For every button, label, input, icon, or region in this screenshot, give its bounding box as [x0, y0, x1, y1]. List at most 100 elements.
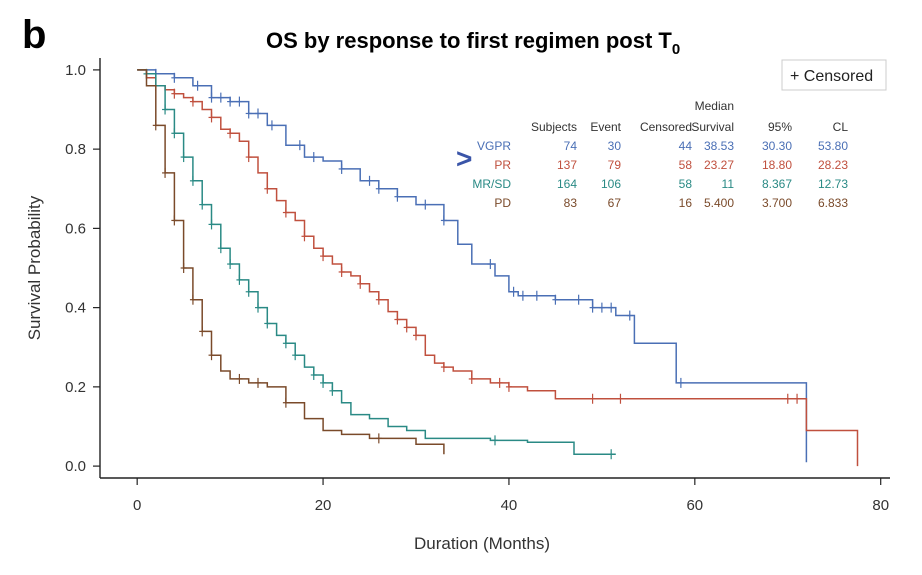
censored-mark [575, 294, 582, 305]
censored-mark [194, 80, 201, 91]
censored-mark [598, 302, 605, 313]
censored-mark [440, 215, 447, 226]
y-tick-label: 0.4 [65, 300, 86, 317]
arrow-mark: > [456, 143, 472, 174]
table-cell: 106 [601, 177, 621, 191]
x-tick-label: 40 [501, 497, 518, 514]
stats-table: Median Subjects Event Censored Survival 95% CL… [472, 99, 848, 210]
censored-mark [282, 397, 289, 408]
censored-mark [440, 362, 447, 373]
censored-mark [208, 219, 215, 230]
km-curve-pr [137, 69, 859, 467]
legend: + Censored [781, 59, 887, 91]
table-header: Censored [640, 120, 692, 134]
y-tick-label: 0.6 [65, 220, 86, 237]
table-cell: 23.27 [704, 158, 734, 172]
table-row-label: VGPR [477, 139, 511, 153]
table-header: Subjects [531, 120, 577, 134]
table-cell: 58 [679, 158, 693, 172]
censored-mark [264, 183, 271, 194]
table-cell: 30 [608, 139, 622, 153]
censored-mark [208, 92, 215, 103]
censored-mark [375, 294, 382, 305]
censored-mark [199, 199, 206, 210]
series-pr [137, 69, 859, 467]
censored-mark [199, 326, 206, 337]
censored-mark [217, 243, 224, 254]
censored-mark [608, 302, 615, 313]
censored-mark [227, 96, 234, 107]
x-tick-label: 0 [133, 497, 141, 514]
censored-mark [310, 152, 317, 163]
table-header: Event [590, 120, 621, 134]
x-axis-label: Duration (Months) [414, 534, 550, 553]
censored-mark [296, 140, 303, 151]
series-vgpr [137, 68, 808, 463]
censored-mark [282, 338, 289, 349]
censored-mark [608, 449, 615, 460]
censored-mark [505, 381, 512, 392]
table-cell: 74 [564, 139, 578, 153]
censored-mark [589, 393, 596, 404]
table-header: Survival [691, 120, 734, 134]
censored-mark [496, 377, 503, 388]
censored-mark [292, 350, 299, 361]
censored-mark [394, 191, 401, 202]
panel-letter: b [22, 13, 46, 57]
table-row-label: PD [494, 196, 511, 210]
table-cell: 137 [557, 158, 577, 172]
chart-title-main: OS by response to first regimen post T [266, 28, 672, 53]
table-cell: 5.400 [704, 196, 734, 210]
table-row-label: MR/SD [472, 177, 511, 191]
censored-mark [152, 120, 159, 131]
table-cell: 67 [608, 196, 622, 210]
y-tick-label: 1.0 [65, 62, 86, 79]
censored-mark [320, 377, 327, 388]
y-tick-label: 0.8 [65, 141, 86, 158]
table-row-label: PR [494, 158, 511, 172]
censored-mark [171, 128, 178, 139]
table-header-top: Median [695, 99, 734, 113]
table-cell: 6.833 [818, 196, 848, 210]
censored-mark [366, 175, 373, 186]
censored-mark [208, 350, 215, 361]
censored-mark [171, 215, 178, 226]
y-tick-label: 0.0 [65, 458, 86, 475]
censored-mark [519, 290, 526, 301]
chart-title: OS by response to first regimen post T0 [266, 28, 680, 58]
censored-mark [310, 369, 317, 380]
series-mr-sd [137, 68, 616, 460]
censored-mark [320, 251, 327, 262]
table-cell: 164 [557, 177, 577, 191]
table-cell: 3.700 [762, 196, 792, 210]
censored-mark [329, 385, 336, 396]
chart-title-subscript: 0 [672, 41, 680, 58]
table-cell: 28.23 [818, 158, 848, 172]
censored-mark [162, 167, 169, 178]
censored-mark [422, 199, 429, 210]
censored-mark [413, 330, 419, 341]
censored-mark [357, 278, 364, 289]
table-cell: 79 [608, 158, 622, 172]
censored-mark [338, 266, 345, 277]
censored-mark [180, 263, 187, 273]
censored-mark [245, 152, 252, 163]
legend-censored-label: + Censored [790, 68, 873, 85]
x-tick-label: 80 [872, 497, 889, 514]
censored-mark [264, 318, 271, 329]
censored-mark [487, 259, 494, 270]
table-cell: 83 [564, 196, 578, 210]
km-curve-pd [137, 69, 445, 455]
censored-mark [617, 393, 624, 404]
table-cell: 18.80 [762, 158, 792, 172]
y-axis-label: Survival Probability [25, 195, 44, 340]
legend-box [781, 59, 887, 91]
table-cell: 58 [679, 177, 693, 191]
censored-mark [189, 294, 196, 305]
table-cell: 38.53 [704, 139, 734, 153]
censored-mark [171, 72, 178, 83]
censored-mark [510, 286, 517, 297]
censored-mark [394, 314, 401, 325]
censored-mark [180, 152, 187, 163]
censored-mark [227, 128, 234, 139]
